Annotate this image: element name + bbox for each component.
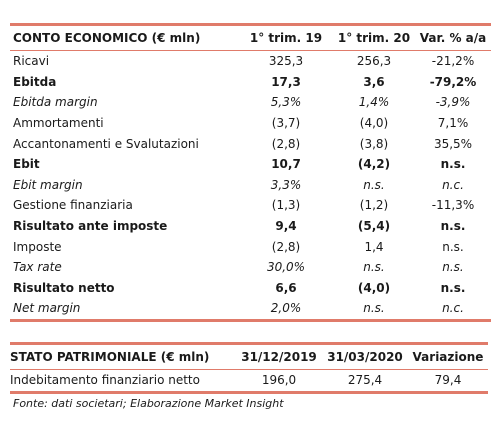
row-value-1: 17,3 (271, 74, 301, 89)
row-value-1: 325,3 (268, 54, 304, 69)
row-label: Indebitamento finanziario netto (10, 373, 200, 388)
row-value-2: (3,8) (359, 136, 389, 151)
balance-sheet-body: Indebitamento finanziario netto 196,0 275,… (10, 370, 488, 393)
row-value-2: (4,2) (357, 157, 391, 172)
row-value-3: 7,1% (437, 116, 469, 131)
row-value-2: (5,4) (357, 219, 391, 234)
table-row: Risultato netto 6,6 (4,0) n.s. (10, 278, 491, 299)
row-label: Net margin (13, 301, 81, 316)
header-q1-2019: 1° trim. 19 (249, 31, 323, 45)
row-label: Imposte (13, 239, 62, 254)
income-statement-title: CONTO ECONOMICO (€ mln) (13, 31, 201, 45)
row-value-1: 3,3% (270, 177, 302, 192)
row-value-1: 9,4 (275, 219, 297, 234)
row-value-3: -21,2% (431, 54, 475, 69)
row-value-1: 5,3% (270, 95, 302, 110)
row-label: Ammortamenti (13, 116, 104, 131)
income-statement-header-row: CONTO ECONOMICO (€ mln) 1° trim. 19 1° t… (10, 24, 491, 51)
row-value-3: n.s. (442, 239, 464, 254)
header-q1-2020: 1° trim. 20 (337, 31, 411, 45)
row-value-3: -3,9% (435, 95, 471, 110)
row-value-1: 196,0 (261, 373, 297, 388)
table-row: Indebitamento finanziario netto 196,0 275,… (10, 370, 488, 393)
row-value-1: 2,0% (270, 301, 302, 316)
table-row: Net margin 2,0% n.s. n.c. (10, 298, 491, 321)
row-value-2: n.s. (363, 177, 385, 192)
row-label: Ebitda (13, 74, 57, 89)
row-value-3: n.c. (442, 177, 464, 192)
row-value-2: n.s. (363, 301, 385, 316)
table-row: Gestione finanziaria (1,3) (1,2) -11,3% (10, 195, 491, 216)
row-value-3: 79,4 (434, 373, 462, 388)
row-label: Ebitda margin (13, 95, 98, 110)
row-value-3: n.s. (442, 260, 464, 275)
table-row: Imposte (2,8) 1,4 n.s. (10, 236, 491, 257)
table-row: Ammortamenti (3,7) (4,0) 7,1% (10, 113, 491, 134)
row-value-2: (4,0) (359, 116, 389, 131)
row-value-3: n.s. (440, 157, 466, 172)
header-yoy-change: Var. % a/a (419, 31, 487, 45)
row-label: Accantonamenti e Svalutazioni (13, 136, 199, 151)
table-row: Ricavi 325,3 256,3 -21,2% (10, 51, 491, 72)
row-value-3: n.c. (442, 301, 464, 316)
row-value-3: n.s. (440, 219, 466, 234)
row-value-3: 35,5% (433, 136, 473, 151)
header-change: Variazione (412, 350, 484, 364)
balance-sheet-table: STATO PATRIMONIALE (€ mln) 31/12/2019 31… (10, 342, 488, 394)
table-row: Risultato ante imposte 9,4 (5,4) n.s. (10, 216, 491, 237)
row-value-1: 30,0% (266, 260, 306, 275)
row-label: Ebit (13, 157, 40, 172)
source-note: Fonte: dati societari; Elaborazione Mark… (13, 397, 284, 410)
row-value-2: n.s. (363, 260, 385, 275)
row-value-3: -11,3% (431, 198, 475, 213)
row-value-1: (3,7) (271, 116, 301, 131)
income-statement-body: Ricavi 325,3 256,3 -21,2% Ebitda 17,3 3,6 -79,2… (10, 51, 491, 321)
balance-sheet-header-row: STATO PATRIMONIALE (€ mln) 31/12/2019 31… (10, 343, 488, 370)
row-value-1: (2,8) (271, 136, 301, 151)
row-value-2: 3,6 (363, 74, 385, 89)
row-value-2: 1,4% (358, 95, 390, 110)
row-value-1: (1,3) (271, 198, 301, 213)
table-row: Ebit margin 3,3% n.s. n.c. (10, 175, 491, 196)
table-row: Ebitda margin 5,3% 1,4% -3,9% (10, 92, 491, 113)
row-label: Ricavi (13, 54, 50, 69)
row-value-2: (4,0) (357, 280, 391, 295)
header-date-2019: 31/12/2019 (241, 350, 317, 364)
row-value-3: -79,2% (429, 74, 477, 89)
row-label: Ebit margin (13, 177, 83, 192)
income-statement-table: CONTO ECONOMICO (€ mln) 1° trim. 19 1° t… (10, 23, 491, 322)
table-row: Accantonamenti e Svalutazioni (2,8) (3,8) 3… (10, 133, 491, 154)
row-value-2: 1,4 (364, 239, 384, 254)
row-label: Tax rate (13, 260, 62, 275)
table-row: Tax rate 30,0% n.s. n.s. (10, 257, 491, 278)
row-value-2: 275,4 (347, 373, 383, 388)
row-value-1: (2,8) (271, 239, 301, 254)
row-value-3: n.s. (440, 280, 466, 295)
row-value-1: 6,6 (275, 280, 297, 295)
row-value-2: (1,2) (359, 198, 389, 213)
row-value-1: 10,7 (271, 157, 301, 172)
table-row: Ebit 10,7 (4,2) n.s. (10, 154, 491, 175)
row-label: Gestione finanziaria (13, 198, 133, 213)
row-label: Risultato ante imposte (13, 219, 168, 234)
balance-sheet-title: STATO PATRIMONIALE (€ mln) (10, 350, 210, 364)
row-label: Risultato netto (13, 280, 115, 295)
row-value-2: 256,3 (356, 54, 392, 69)
header-date-2020: 31/03/2020 (327, 350, 403, 364)
table-row: Ebitda 17,3 3,6 -79,2% (10, 72, 491, 93)
